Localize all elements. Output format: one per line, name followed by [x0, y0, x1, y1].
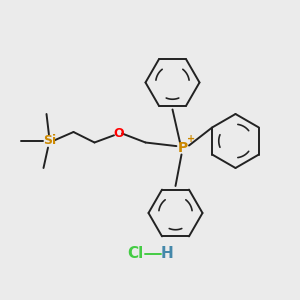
Text: H: H	[160, 246, 173, 261]
Text: Cl: Cl	[127, 246, 143, 261]
Text: O: O	[113, 127, 124, 140]
Text: P: P	[178, 142, 188, 155]
Text: Si: Si	[43, 134, 56, 148]
Text: +: +	[187, 134, 196, 144]
